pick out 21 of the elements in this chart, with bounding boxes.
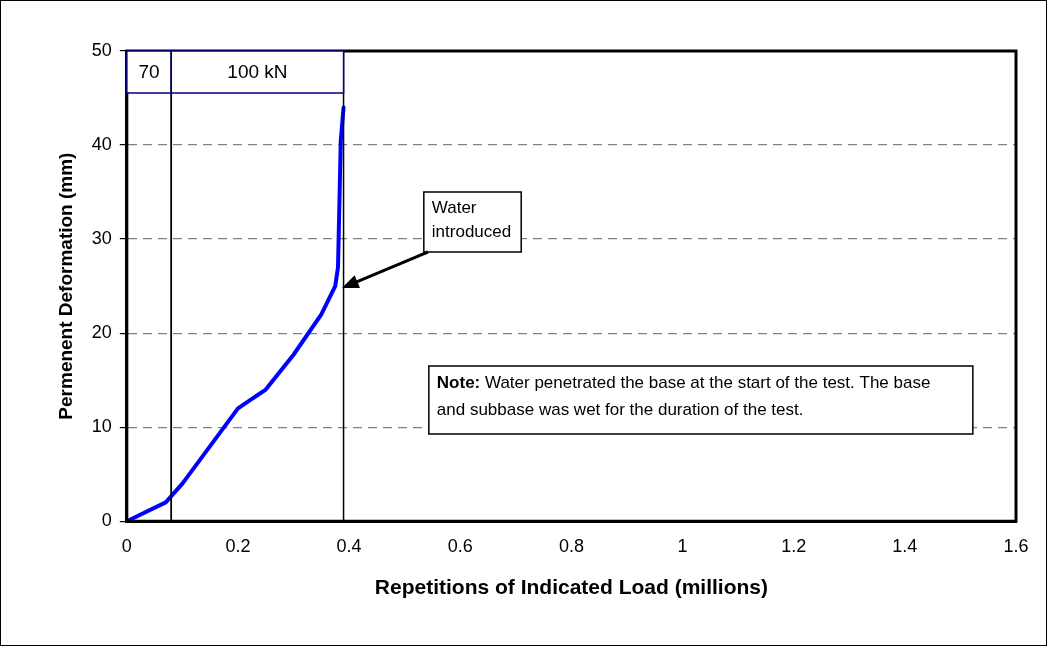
y-tick-label: 10 [91,416,112,437]
y-tick-label: 0 [101,510,112,531]
band-label: 70 [138,61,160,83]
y-tick-label: 30 [91,228,112,249]
annotation: Water introduced [431,198,512,242]
x-tick-label: 0 [121,535,132,556]
y-tick-label: 20 [91,322,112,343]
x-tick-label: 0.8 [558,535,584,556]
y-tick-label: 40 [91,134,112,155]
x-tick-label: 1.4 [892,535,918,556]
y-tick-label: 50 [91,39,112,60]
x-tick-label: 0.2 [225,535,251,556]
x-tick-label: 0.4 [336,535,362,556]
x-tick-label: 0.6 [447,535,473,556]
x-axis-title: Repetitions of Indicated Load (millions) [374,575,768,599]
x-tick-label: 1.6 [1003,535,1029,556]
y-axis-title: Permenent Deformation (mm) [54,152,76,420]
x-tick-label: 1 [677,535,688,556]
text: Note: Water penetrated the base at the start of the test. The base and subbase was wet for the duration of the test. [436,373,931,420]
band-label: 100 kN [227,61,288,83]
x-tick-label: 1.2 [781,535,807,556]
